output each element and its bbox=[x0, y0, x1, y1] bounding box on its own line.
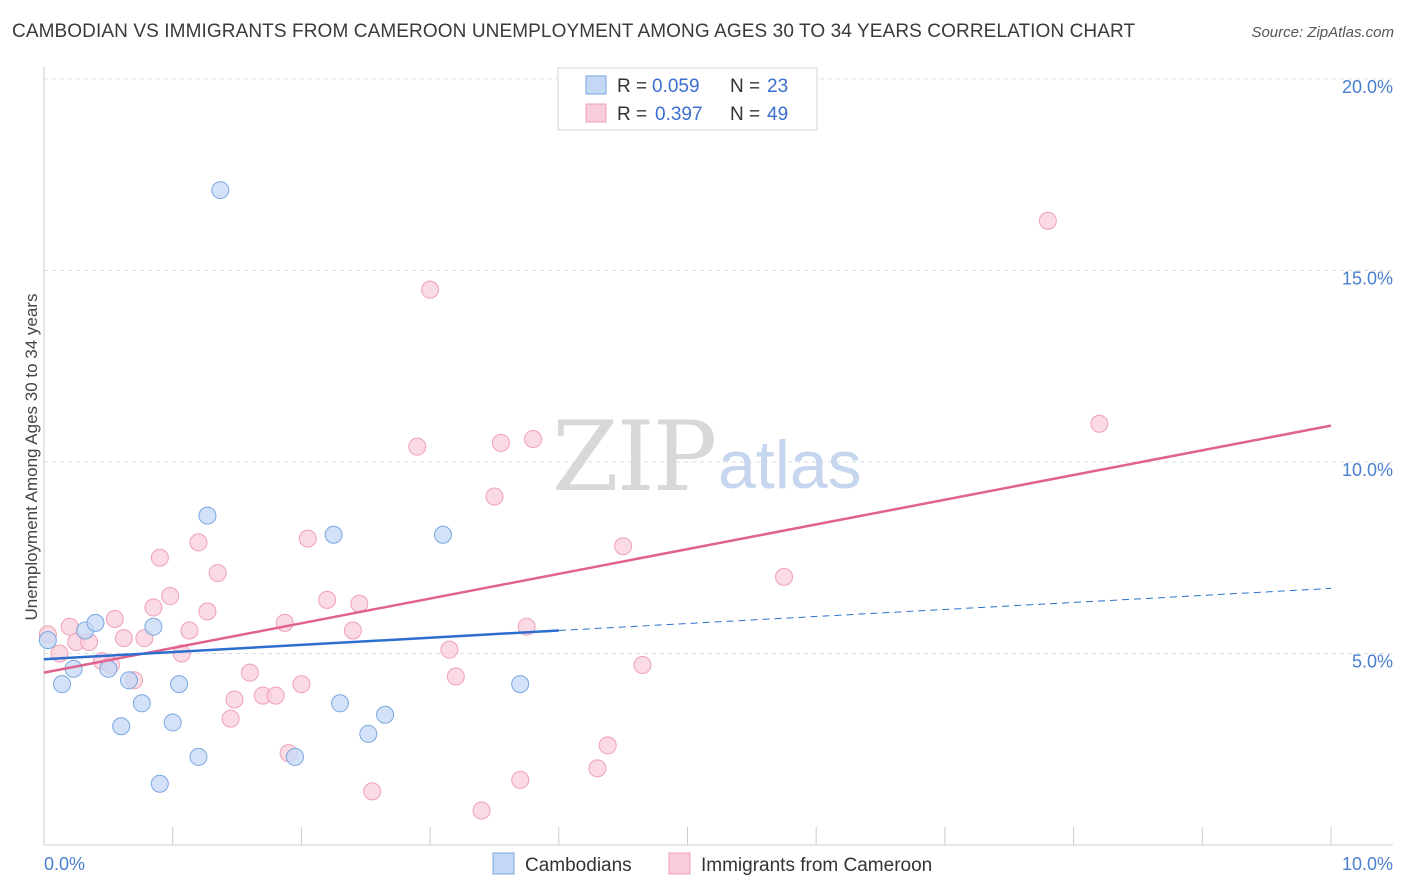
source-label: Source: ZipAtlas.com bbox=[1251, 24, 1394, 41]
y-tick-label: 5.0% bbox=[1352, 652, 1393, 672]
y-tick-label: 20.0% bbox=[1342, 77, 1393, 97]
y-axis-label: Unemployment Among Ages 30 to 34 years bbox=[22, 294, 41, 621]
point-cambodians bbox=[170, 675, 189, 694]
legend-swatch-cambodians bbox=[585, 75, 607, 95]
point-cameroon bbox=[588, 759, 607, 778]
point-cambodians bbox=[132, 694, 151, 713]
grid bbox=[44, 78, 1393, 654]
legend-r-value-1: 0.397 bbox=[655, 104, 703, 125]
chart-title: CAMBODIAN VS IMMIGRANTS FROM CAMEROON UN… bbox=[12, 21, 1136, 42]
point-cameroon bbox=[150, 548, 169, 567]
point-cameroon bbox=[440, 640, 459, 659]
point-cambodians bbox=[511, 675, 530, 694]
point-cameroon bbox=[225, 690, 244, 709]
point-cameroon bbox=[1090, 414, 1109, 433]
point-cambodians bbox=[324, 525, 343, 544]
legend-r-label-0: R = bbox=[617, 76, 647, 97]
point-cameroon bbox=[208, 564, 227, 583]
legend-n-value-1: 49 bbox=[767, 104, 788, 125]
point-cameroon bbox=[491, 433, 510, 452]
legend-r-label-1: R = bbox=[617, 104, 647, 125]
point-cameroon bbox=[292, 675, 311, 694]
point-cameroon bbox=[408, 437, 427, 456]
point-cambodians bbox=[144, 617, 163, 636]
point-cameroon bbox=[1038, 211, 1057, 230]
point-cambodians bbox=[285, 747, 304, 766]
legend-swatch-series-cambodians bbox=[492, 852, 515, 875]
y-tick-labels: 5.0% 10.0% 15.0% 20.0% bbox=[1342, 77, 1393, 672]
point-cameroon bbox=[298, 529, 317, 548]
y-tick-label: 15.0% bbox=[1342, 269, 1393, 289]
trend-lines bbox=[43, 424, 1332, 674]
point-cameroon bbox=[472, 801, 491, 820]
point-cambodians bbox=[359, 724, 378, 743]
point-cambodians bbox=[331, 694, 350, 713]
x-tick-label-min: 0.0% bbox=[44, 854, 85, 874]
point-cameroon bbox=[60, 617, 79, 636]
legend-stats: R = 0.059 N = 23 R = 0.397 N = 49 bbox=[557, 67, 818, 131]
point-cameroon bbox=[266, 686, 285, 705]
point-cambodians bbox=[198, 506, 217, 525]
watermark-atlas: atlas bbox=[718, 427, 862, 503]
point-cameroon bbox=[614, 537, 633, 556]
trend-line-cambodians-extension bbox=[558, 587, 1332, 632]
watermark: ZIP atlas bbox=[552, 401, 862, 513]
point-cambodians bbox=[86, 613, 105, 632]
point-cambodians bbox=[376, 705, 395, 724]
legend-series-cambodians: Cambodians bbox=[525, 855, 632, 876]
point-cameroon bbox=[598, 736, 617, 755]
point-cameroon bbox=[189, 533, 208, 552]
point-cambodians bbox=[119, 671, 138, 690]
point-cameroon bbox=[221, 709, 240, 728]
point-cameroon bbox=[161, 587, 180, 606]
axes bbox=[43, 67, 1393, 846]
trend-line-cambodians bbox=[43, 629, 559, 661]
point-cameroon bbox=[775, 567, 794, 586]
point-cameroon bbox=[511, 770, 530, 789]
legend-n-label-0: N = bbox=[730, 76, 760, 97]
legend-series-cameroon: Immigrants from Cameroon bbox=[701, 855, 932, 876]
point-cambodians bbox=[38, 631, 57, 650]
point-cameroon bbox=[198, 602, 217, 621]
legend-r-value-0: 0.059 bbox=[652, 76, 700, 97]
point-cambodians bbox=[433, 525, 452, 544]
point-cameroon bbox=[524, 430, 543, 449]
point-cameroon bbox=[180, 621, 199, 640]
point-cameroon bbox=[144, 598, 163, 617]
legend-series: Cambodians Immigrants from Cameroon bbox=[492, 852, 932, 876]
point-cambodians bbox=[189, 747, 208, 766]
point-cambodians bbox=[53, 675, 72, 694]
point-cameroon bbox=[633, 655, 652, 674]
trend-line-cameroon bbox=[43, 424, 1332, 674]
point-cameroon bbox=[446, 667, 465, 686]
legend-n-value-0: 23 bbox=[767, 76, 788, 97]
point-cambodians bbox=[211, 181, 230, 200]
point-cameroon bbox=[105, 610, 124, 629]
point-cambodians bbox=[99, 659, 118, 678]
legend-swatch-series-cameroon bbox=[668, 852, 691, 875]
point-cameroon bbox=[421, 280, 440, 299]
watermark-zip: ZIP bbox=[552, 401, 715, 513]
point-cameroon bbox=[485, 487, 504, 506]
point-cameroon bbox=[114, 629, 133, 648]
point-cambodians bbox=[163, 713, 182, 732]
point-cameroon bbox=[318, 590, 337, 609]
y-tick-label: 10.0% bbox=[1342, 460, 1393, 480]
point-cameroon bbox=[343, 621, 362, 640]
data-points bbox=[38, 181, 1109, 820]
legend-swatch-cameroon bbox=[585, 103, 607, 123]
point-cameroon bbox=[350, 594, 369, 613]
point-cambodians bbox=[150, 774, 169, 793]
legend-n-label-1: N = bbox=[730, 104, 760, 125]
point-cambodians bbox=[112, 717, 131, 736]
point-cameroon bbox=[240, 663, 259, 682]
point-cameroon bbox=[363, 782, 382, 801]
x-tick-label-max: 10.0% bbox=[1342, 854, 1393, 874]
